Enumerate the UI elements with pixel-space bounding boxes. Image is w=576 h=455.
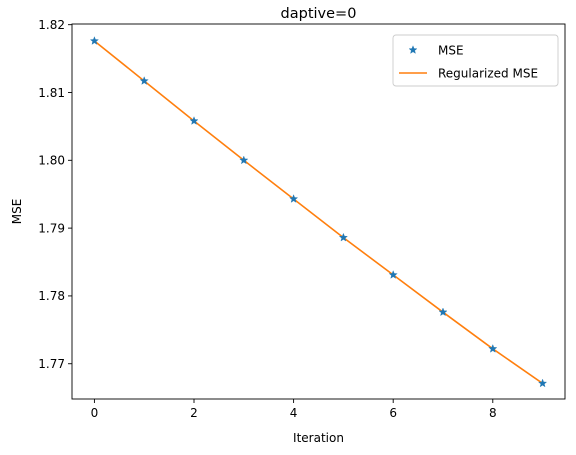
legend-box bbox=[392, 34, 559, 87]
legend-label: MSE bbox=[438, 43, 464, 57]
x-tick-label: 6 bbox=[389, 406, 397, 420]
legend: MSE Regularized MSE bbox=[392, 34, 559, 87]
axes-frame bbox=[71, 23, 566, 400]
series-line-regularized-mse bbox=[93, 40, 544, 385]
series-point-mse bbox=[388, 270, 398, 279]
y-axis-ticks: 1.77 1.78 1.79 1.80 1.81 1.82 bbox=[38, 18, 72, 371]
plot-frame bbox=[71, 23, 566, 400]
series-point-mse bbox=[239, 155, 249, 165]
x-axis-label: Iteration bbox=[293, 431, 344, 445]
y-tick-label: 1.81 bbox=[38, 86, 65, 100]
series-point-mse bbox=[189, 116, 199, 125]
legend-marker-mse bbox=[408, 45, 418, 54]
x-axis-ticks: 0 2 4 6 8 bbox=[91, 399, 497, 420]
x-tick-label: 2 bbox=[190, 406, 198, 420]
y-tick-label: 1.79 bbox=[38, 221, 65, 235]
series-point-mse bbox=[538, 378, 548, 388]
y-tick-label: 1.82 bbox=[38, 18, 65, 32]
series-markers-group bbox=[89, 36, 548, 388]
series-point-mse bbox=[89, 36, 99, 45]
y-axis-label: MSE bbox=[10, 199, 24, 225]
legend-label: Regularized MSE bbox=[438, 66, 538, 80]
chart-title: daptive=0 bbox=[281, 6, 357, 22]
y-tick-label: 1.77 bbox=[38, 357, 65, 371]
x-tick-label: 4 bbox=[290, 406, 298, 420]
x-tick-label: 8 bbox=[489, 406, 497, 420]
x-tick-label: 0 bbox=[91, 406, 99, 420]
series-point-mse bbox=[488, 344, 498, 353]
series-point-mse bbox=[289, 194, 299, 203]
series-point-mse bbox=[139, 76, 149, 85]
series-line-group bbox=[93, 40, 544, 385]
y-tick-label: 1.78 bbox=[38, 289, 65, 303]
series-point-mse bbox=[438, 307, 448, 317]
y-tick-label: 1.80 bbox=[38, 154, 65, 168]
series-point-mse bbox=[338, 232, 348, 242]
